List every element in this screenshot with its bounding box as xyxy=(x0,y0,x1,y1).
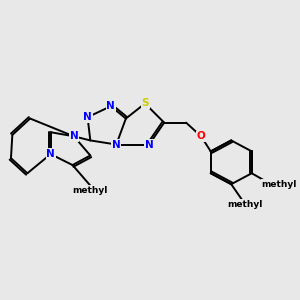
Text: O: O xyxy=(197,131,206,141)
Text: N: N xyxy=(112,140,121,149)
Text: S: S xyxy=(141,98,149,109)
Text: methyl: methyl xyxy=(227,200,262,209)
Text: N: N xyxy=(106,101,115,111)
Text: methyl: methyl xyxy=(73,186,108,195)
Text: methyl: methyl xyxy=(261,180,297,189)
Text: N: N xyxy=(83,112,92,122)
Text: N: N xyxy=(46,149,55,159)
Text: N: N xyxy=(70,131,78,141)
Text: N: N xyxy=(145,140,154,149)
